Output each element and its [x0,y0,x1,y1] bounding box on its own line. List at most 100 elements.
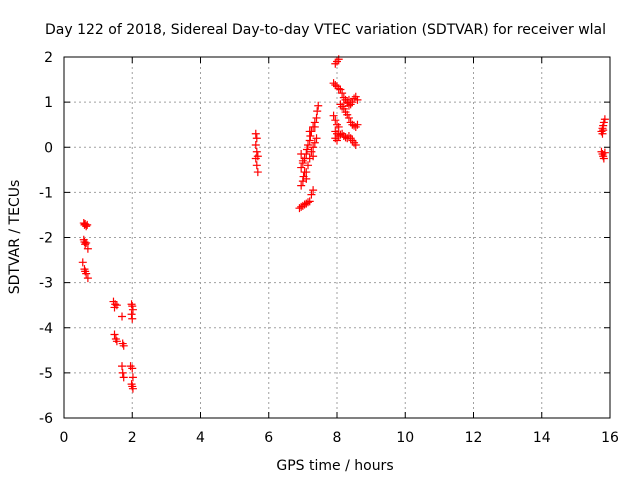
data-point [351,140,360,149]
data-point [252,147,261,156]
data-point [297,150,306,159]
data-point [83,244,92,253]
x-tick-label: 6 [264,430,273,446]
data-point [128,305,137,314]
y-tick-label: 0 [44,140,53,156]
y-tick-label: -1 [39,185,53,201]
data-point [297,181,306,190]
data-point [252,161,261,170]
data-point [119,373,128,382]
data-point [128,384,137,393]
data-point [252,134,261,143]
y-tick-label: -4 [39,321,53,337]
data-point [334,84,343,93]
x-tick-label: 16 [601,430,619,446]
data-point [297,163,306,172]
plot-frame [63,56,611,419]
data-point [82,269,91,278]
data-point [336,85,345,94]
y-tick-label: -2 [39,231,53,247]
data-point [302,174,311,183]
data-point [110,330,119,339]
data-point [128,314,137,323]
data-point [83,274,92,283]
data-point [306,131,315,140]
data-point [298,156,307,165]
y-tick-label: 1 [44,95,53,111]
data-point [353,95,362,104]
x-tick-label: 0 [60,430,69,446]
x-tick-label: 12 [465,430,483,446]
data-point [83,220,92,229]
chart-title: Day 122 of 2018, Sidereal Day-to-day VTE… [45,22,606,38]
data-point [128,364,137,373]
data-point [334,122,343,131]
data-point [81,240,90,249]
data-point [119,341,128,350]
x-tick-label: 14 [533,430,551,446]
data-point [305,197,314,206]
data-point [305,127,314,136]
data-point [309,152,318,161]
data-point [336,130,345,139]
x-axis-label: GPS time / hours [276,458,393,474]
y-tick-label: -5 [39,366,53,382]
data-point [128,373,137,382]
data-point [251,129,260,138]
data-point [350,94,359,103]
data-point [112,337,121,346]
data-point [344,113,353,122]
data-point [118,312,127,321]
data-point [600,115,609,124]
data-point [348,98,357,107]
data-point [599,154,608,163]
data-point [253,168,262,177]
data-point [333,136,341,145]
y-tick-label: -6 [39,411,53,427]
data-point [312,134,321,143]
data-point [353,120,362,129]
y-tick-label: 2 [44,50,53,66]
data-point [128,302,137,311]
data-point [307,190,316,199]
data-point [331,80,340,89]
data-point [600,148,609,157]
data-point [310,122,319,131]
data-point [127,300,136,309]
data-point [251,140,260,149]
data-point [329,111,338,120]
data-point [312,113,321,122]
data-point [303,140,312,149]
data-point [341,133,350,142]
data-point [303,161,312,170]
data-point [127,310,136,319]
data-point [82,222,91,231]
data-point [303,198,312,207]
data-point [118,362,127,371]
data-point [338,89,347,98]
data-point [110,303,119,312]
x-tick-label: 2 [128,430,137,446]
data-point [305,136,314,145]
data-point [118,368,127,377]
data-point [251,154,260,163]
data-point [598,129,607,138]
x-tick-label: 8 [333,430,342,446]
data-point [82,238,91,247]
data-point [350,121,359,130]
data-point [309,143,318,152]
data-point [309,186,318,195]
data-point [78,258,87,267]
grid [64,57,610,418]
data-point [310,138,319,147]
y-axis-label: SDTVAR / TECUs [7,180,23,295]
data-point [314,101,323,110]
data-points [78,55,609,393]
data-point [307,147,316,156]
x-tick-label: 10 [396,430,414,446]
x-tick-label: 4 [196,430,205,446]
data-point [302,168,311,177]
data-point [302,145,311,154]
